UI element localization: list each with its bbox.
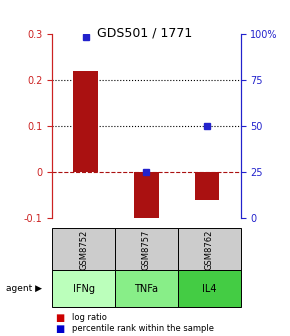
Bar (134, 172, 159, 218)
Bar (73, 71, 98, 172)
Bar (195, 172, 220, 200)
Text: ■: ■ (55, 312, 64, 323)
Text: log ratio: log ratio (72, 313, 107, 322)
Text: percentile rank within the sample: percentile rank within the sample (72, 324, 215, 333)
Text: IFNg: IFNg (72, 284, 95, 294)
Text: GDS501 / 1771: GDS501 / 1771 (97, 27, 193, 40)
Text: ■: ■ (55, 324, 64, 334)
Text: GSM8752: GSM8752 (79, 229, 88, 269)
Text: TNFa: TNFa (135, 284, 158, 294)
Text: agent ▶: agent ▶ (6, 285, 42, 293)
Text: GSM8762: GSM8762 (205, 229, 214, 270)
Text: GSM8757: GSM8757 (142, 229, 151, 270)
Text: IL4: IL4 (202, 284, 217, 294)
